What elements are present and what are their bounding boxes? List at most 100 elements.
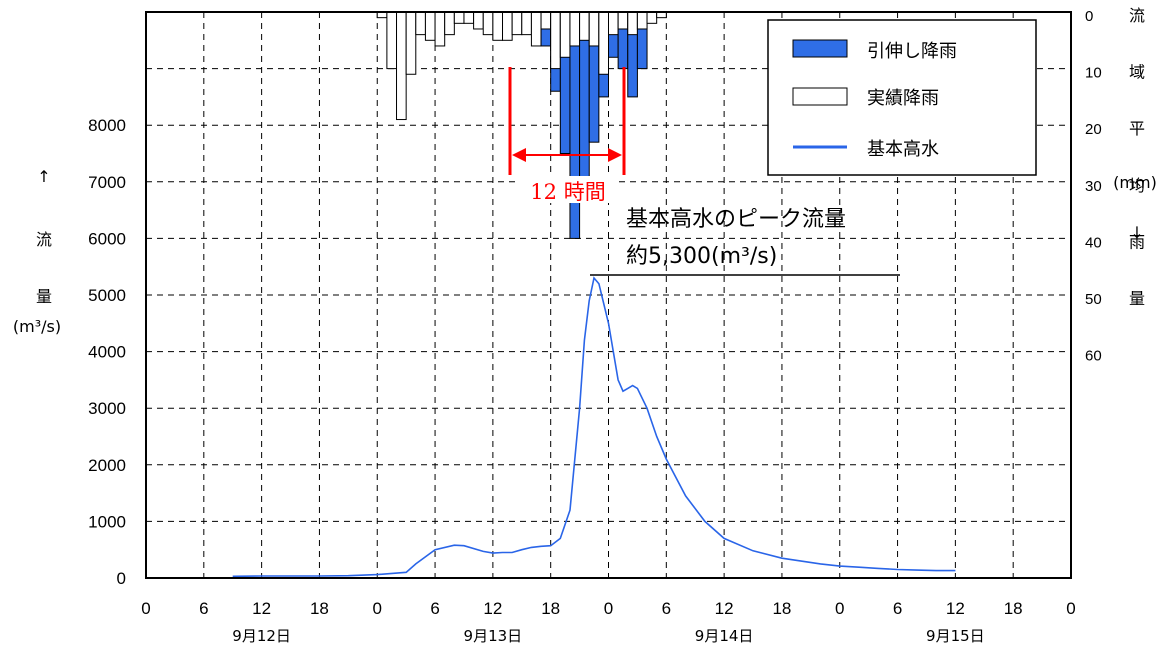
x-tick-label: 0: [1066, 599, 1075, 618]
rain-tick-label: 0: [1085, 8, 1093, 25]
legend-swatch-actual: [792, 87, 848, 106]
rain-axis-ticks: 0 10 20 30 40 50 60: [1085, 8, 1102, 365]
y-tick-label: 4000: [88, 343, 126, 362]
x-tick-label: 12: [946, 599, 965, 618]
legend-label-actual: 実績降雨: [867, 88, 939, 109]
rain-bar-actual: [463, 11, 475, 24]
x-tick-label: 12: [252, 599, 271, 618]
y-axis-arrow: ↑: [37, 167, 50, 186]
y-axis-unit: (m³/s): [13, 317, 61, 336]
rain-tick-label: 30: [1085, 178, 1102, 195]
rain-bar-actual: [415, 11, 426, 36]
rainfall-bars: [376, 11, 667, 239]
x-tick-label: 12: [715, 599, 734, 618]
rain-axis-label-char: 域: [1129, 63, 1145, 82]
rain-bar-actual: [569, 11, 581, 47]
legend-swatch-extended: [792, 39, 848, 58]
rain-bar-actual: [396, 11, 407, 121]
rain-bar-actual: [434, 11, 446, 47]
y-tick-label: 6000: [88, 229, 126, 248]
duration-bracket: 12 時間: [508, 67, 626, 204]
rain-tick-label: 20: [1085, 121, 1102, 138]
x-tick-label: 0: [835, 599, 844, 618]
x-tick-label: 0: [373, 599, 382, 618]
rain-axis-arrow: ↓: [1130, 223, 1143, 242]
rain-bar-actual: [579, 11, 590, 41]
x-tick-label: 18: [310, 599, 329, 618]
legend-label-flow: 基本高水: [867, 139, 939, 160]
legend: 引伸し降雨 実績降雨 基本高水: [767, 19, 1037, 176]
x-tick-label: 6: [199, 599, 208, 618]
y-tick-label: 2000: [88, 456, 126, 475]
rain-bar-actual: [453, 11, 465, 24]
rain-bar-actual: [646, 11, 658, 24]
x-date-label: 9月14日: [695, 627, 754, 645]
rain-bar-actual: [617, 11, 629, 30]
rain-bar-actual: [608, 11, 619, 36]
legend-label-extended: 引伸し降雨: [867, 41, 957, 62]
rain-tick-label: 50: [1085, 291, 1102, 308]
rain-bar-actual: [559, 11, 571, 58]
duration-arrowhead-right: [608, 148, 622, 162]
rain-tick-label: 10: [1085, 65, 1102, 82]
x-date-label: 9月15日: [926, 627, 985, 645]
rain-bar-actual: [521, 11, 532, 36]
peak-annotation: 基本高水のピーク流量 約5,300(m³/s): [590, 207, 900, 276]
rain-bar-actual: [550, 11, 561, 70]
rain-bar-actual: [598, 11, 609, 75]
rain-axis-label-char: 雨: [1129, 232, 1145, 251]
duration-label-bg: [520, 176, 616, 203]
y-tick-label: 1000: [88, 512, 126, 531]
rain-axis-label-char: 均: [1129, 176, 1145, 195]
rain-bar-actual: [588, 11, 600, 47]
flow-line: [232, 276, 956, 578]
y-tick-label: 0: [117, 569, 126, 588]
rain-bar-actual: [444, 11, 455, 36]
peak-value: 約5,300(m³/s): [626, 244, 777, 269]
x-tick-label: 12: [483, 599, 502, 618]
rain-tick-label: 40: [1085, 234, 1102, 251]
rain-bar-actual: [492, 11, 504, 41]
x-tick-label: 0: [604, 599, 613, 618]
y-tick-label: 8000: [88, 116, 126, 135]
x-axis-ticks: 0 6 12 18 0 6 12 18 0 6 12 18 0 6 12 18 0 9月12日 9月13日 9月14日…: [141, 599, 1075, 645]
y-tick-label: 7000: [88, 173, 126, 192]
x-tick-label: 0: [141, 599, 150, 618]
duration-label: 12 時間: [530, 180, 605, 204]
y-tick-label: 5000: [88, 286, 126, 305]
x-tick-label: 18: [772, 599, 791, 618]
rain-bar-actual: [405, 11, 417, 75]
rain-bar-actual: [530, 11, 542, 47]
rain-bar-actual: [386, 11, 398, 70]
y-tick-label: 3000: [88, 399, 126, 418]
y-axis-label-char: 量: [36, 287, 52, 306]
x-tick-label: 6: [893, 599, 902, 618]
x-tick-label: 6: [430, 599, 439, 618]
y-axis-label-char: 流: [36, 230, 52, 249]
rain-axis-unit: (mm): [1113, 173, 1157, 192]
duration-arrowhead-left: [512, 148, 526, 162]
rain-axis-label-char: 平: [1129, 119, 1145, 138]
rain-bar-actual: [473, 11, 484, 30]
rain-bar-actual: [482, 11, 494, 36]
plot-area-border: [145, 11, 1072, 579]
rain-axis-label-char: 量: [1129, 289, 1145, 308]
rain-bar-actual: [636, 11, 648, 30]
flow-series: [232, 276, 956, 578]
x-tick-label: 18: [541, 599, 560, 618]
y-axis-ticks: 0 1000 2000 3000 4000 5000 6000 7000 8000: [88, 116, 126, 588]
rain-bar-actual: [502, 11, 513, 41]
x-tick-label: 6: [662, 599, 671, 618]
rain-bar-actual: [424, 11, 436, 41]
x-tick-label: 18: [1004, 599, 1023, 618]
peak-title: 基本高水のピーク流量: [626, 207, 846, 232]
rain-tick-label: 60: [1085, 348, 1102, 365]
rain-axis-label-char: 流: [1129, 6, 1145, 25]
rain-bar-actual: [511, 11, 523, 36]
rain-bar-actual: [627, 11, 638, 36]
rain-bar-actual: [540, 11, 552, 30]
x-date-label: 9月13日: [464, 627, 523, 645]
x-date-label: 9月12日: [232, 627, 291, 645]
